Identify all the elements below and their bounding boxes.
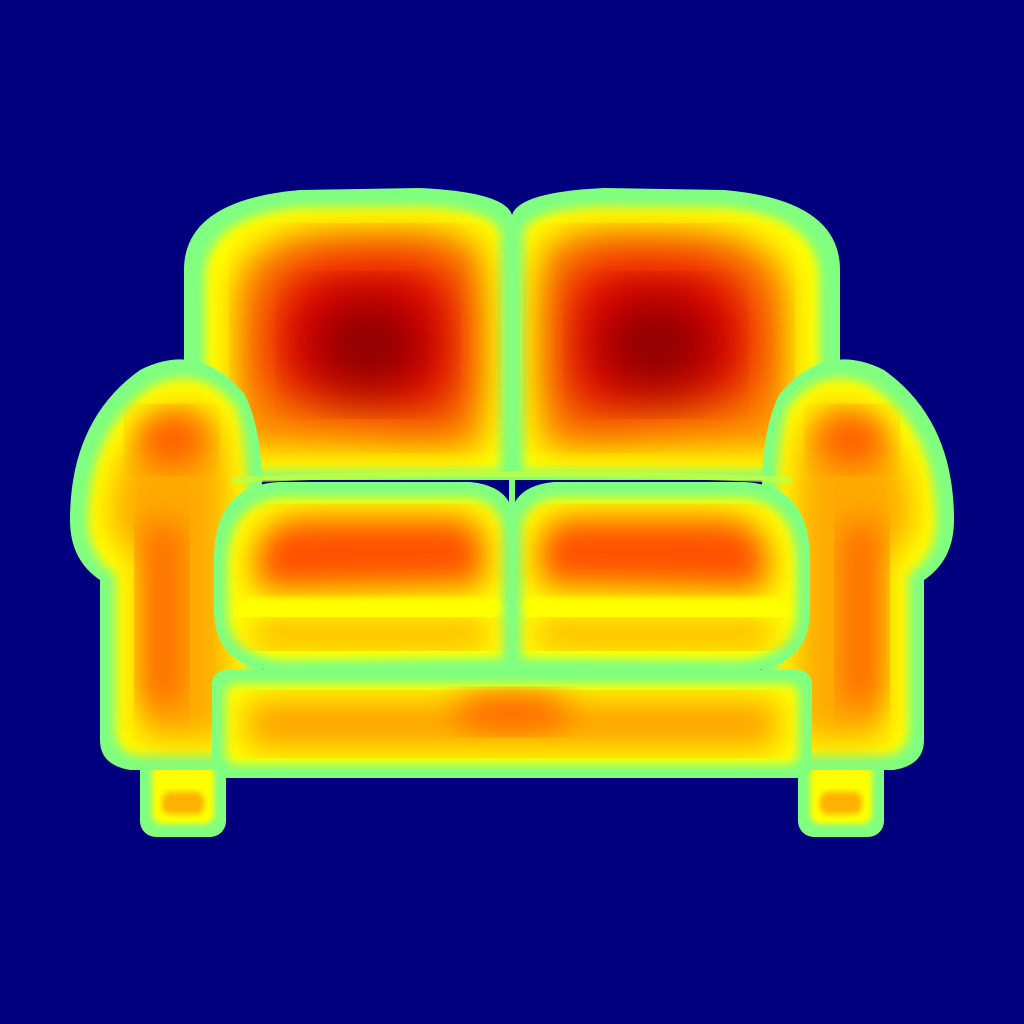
left-armrest — [70, 359, 262, 770]
right-leg — [798, 755, 884, 837]
left-back-cushion — [184, 188, 512, 480]
left-seat-cushion — [214, 482, 514, 672]
seat-seam — [231, 471, 793, 483]
right-seat-cushion — [510, 482, 810, 672]
sofa-base — [212, 670, 812, 778]
right-armrest — [762, 359, 954, 770]
right-back-cushion — [512, 188, 840, 480]
left-leg — [140, 755, 226, 837]
